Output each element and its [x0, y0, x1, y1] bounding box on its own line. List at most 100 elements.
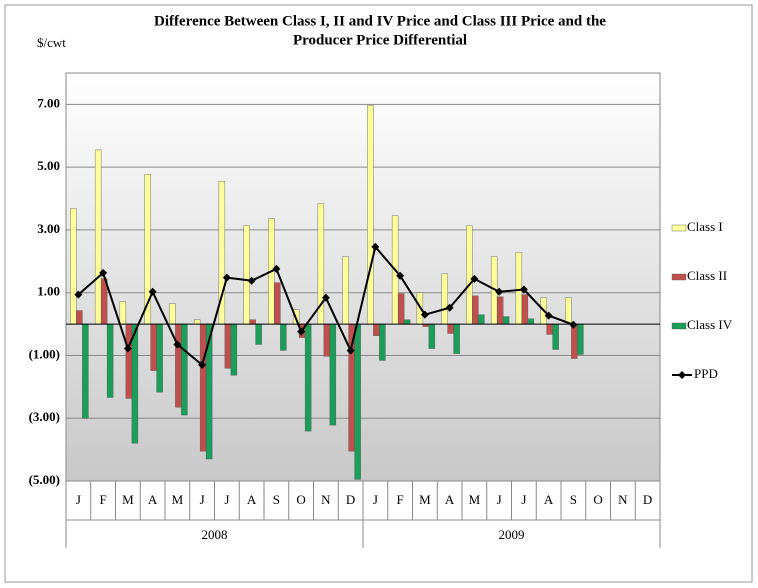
bar	[565, 297, 572, 325]
marker	[148, 287, 157, 296]
x-tick-label: O	[593, 492, 602, 507]
bar	[428, 323, 436, 349]
marker	[222, 273, 231, 282]
marker	[544, 311, 553, 320]
x-tick-label: A	[544, 492, 554, 507]
x-tick-label: A	[148, 492, 158, 507]
bar	[131, 323, 139, 444]
bar	[193, 319, 201, 325]
bar	[106, 323, 114, 398]
x-tick-label: A	[247, 492, 257, 507]
bar	[82, 323, 89, 419]
x-tick-label: J	[76, 492, 81, 507]
bar	[175, 323, 182, 408]
y-tick-label: (3.00)	[29, 409, 60, 424]
bar	[150, 323, 157, 371]
marker	[247, 276, 256, 285]
x-tick-label: J	[521, 492, 526, 507]
bar	[329, 323, 337, 426]
marker	[519, 285, 528, 294]
bar	[379, 323, 386, 361]
marker	[346, 346, 355, 355]
x-tick-label: M	[419, 492, 431, 507]
bar	[224, 323, 232, 369]
bar	[367, 105, 374, 325]
legend-label: Class I	[687, 219, 723, 234]
marker	[198, 360, 207, 369]
legend-swatch	[678, 371, 686, 379]
marker	[569, 320, 578, 329]
bar	[169, 303, 176, 325]
bar	[527, 318, 535, 325]
bar	[119, 301, 127, 325]
marker	[470, 274, 479, 283]
x-tick-label: D	[643, 492, 652, 507]
bar	[397, 293, 405, 325]
bar	[181, 323, 188, 416]
bar	[199, 323, 207, 452]
bar	[156, 323, 163, 393]
legend-swatch	[671, 224, 687, 232]
bar	[502, 316, 510, 325]
bar	[125, 323, 133, 399]
plot-area	[66, 73, 660, 481]
year-label: 2009	[499, 527, 525, 542]
marker	[173, 340, 182, 349]
bar	[230, 323, 238, 376]
legend-swatch	[671, 273, 687, 281]
marker	[495, 287, 504, 296]
bar	[274, 282, 281, 325]
x-tick-label: J	[497, 492, 502, 507]
x-tick-label: J	[200, 492, 205, 507]
bar	[354, 323, 361, 480]
bar	[70, 208, 77, 325]
x-tick-label: J	[373, 492, 378, 507]
marker	[297, 327, 306, 336]
marker	[396, 271, 405, 280]
bar	[577, 323, 584, 355]
marker	[99, 268, 108, 277]
legend-swatch	[671, 322, 687, 330]
bar	[255, 323, 262, 345]
y-tick-label: 3.00	[37, 221, 60, 236]
bar	[94, 149, 102, 325]
bar	[76, 310, 83, 325]
x-tick-label: M	[122, 492, 134, 507]
marker	[74, 290, 83, 299]
marker	[123, 344, 132, 353]
bar	[515, 252, 523, 325]
x-tick-label: S	[273, 492, 280, 507]
bar	[373, 323, 380, 336]
y-tick-label: 5.00	[37, 158, 60, 173]
x-tick-label: A	[445, 492, 455, 507]
marker	[272, 264, 281, 273]
bar	[521, 294, 529, 325]
x-tick-label: F	[397, 492, 404, 507]
bar	[496, 296, 504, 325]
legend-label: PPD	[694, 366, 718, 381]
marker	[445, 303, 454, 312]
bar	[323, 323, 331, 357]
bar	[552, 323, 559, 350]
x-tick-label: M	[172, 492, 184, 507]
marker	[371, 242, 380, 251]
bar	[249, 319, 256, 325]
chart-title: Difference Between Class I, II and IV Pr…	[154, 13, 606, 29]
legend-label: Class IV	[687, 317, 733, 332]
x-tick-label: M	[469, 492, 481, 507]
bar	[546, 323, 553, 335]
marker	[420, 310, 429, 319]
bar	[403, 319, 411, 325]
marker	[321, 293, 330, 302]
y-axis-label: $/cwt	[37, 35, 66, 50]
y-tick-label: (5.00)	[29, 472, 60, 487]
bar	[342, 256, 349, 325]
bar	[478, 314, 485, 325]
bar	[466, 225, 473, 325]
x-tick-label: F	[100, 492, 107, 507]
bar	[243, 225, 250, 325]
year-label: 2008	[202, 527, 228, 542]
x-tick-label: S	[570, 492, 577, 507]
x-tick-label: N	[618, 492, 628, 507]
